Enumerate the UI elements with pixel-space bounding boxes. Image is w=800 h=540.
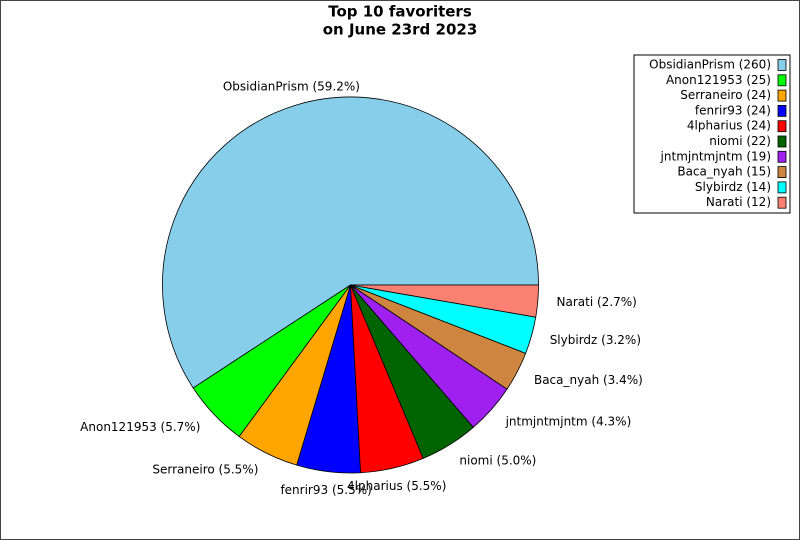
chart-title: Top 10 favoriters — [328, 3, 472, 21]
legend-label: niomi (22) — [709, 134, 771, 148]
legend-swatch — [777, 150, 787, 163]
slice-label: niomi (5.0%) — [459, 453, 536, 467]
legend-swatch — [777, 196, 787, 209]
legend-label: Anon121953 (25) — [666, 73, 771, 87]
legend-label: ObsidianPrism (260) — [649, 58, 771, 72]
legend-label: Serraneiro (24) — [680, 88, 771, 102]
legend-swatch — [777, 89, 787, 102]
legend-swatch — [777, 181, 787, 194]
slice-label: Baca_nyah (3.4%) — [534, 373, 643, 387]
slice-label: Narati (2.7%) — [557, 295, 637, 309]
slice-label: ObsidianPrism (59.2%) — [223, 79, 360, 93]
legend-swatch — [777, 135, 787, 148]
pie-slice — [350, 284, 539, 318]
legend-box — [633, 54, 791, 214]
slice-label: jntmjntmjntm (4.3%) — [505, 414, 632, 428]
legend-label: Slybirdz (14) — [695, 180, 771, 194]
legend-swatch — [777, 59, 787, 71]
slice-label: fenrir93 (5.5%) — [280, 483, 371, 497]
legend-swatch — [777, 120, 787, 133]
slice-label: Anon121953 (5.7%) — [80, 420, 200, 434]
chart-title: on June 23rd 2023 — [323, 21, 478, 39]
pie-slice — [162, 96, 539, 389]
legend-label: fenrir93 (24) — [695, 103, 771, 117]
legend-swatch — [777, 74, 787, 87]
legend-label: jntmjntmjntm (19) — [660, 149, 771, 163]
slice-label: 4lpharius (5.5%) — [347, 479, 446, 493]
legend-swatch — [777, 166, 787, 179]
legend-label: Narati (12) — [706, 195, 771, 209]
slice-label: Serraneiro (5.5%) — [152, 463, 258, 477]
legend-label: Baca_nyah (15) — [677, 165, 771, 179]
slice-label: Slybirdz (3.2%) — [550, 333, 641, 347]
legend-swatch — [777, 105, 787, 117]
legend-label: 4lpharius (24) — [687, 119, 771, 133]
